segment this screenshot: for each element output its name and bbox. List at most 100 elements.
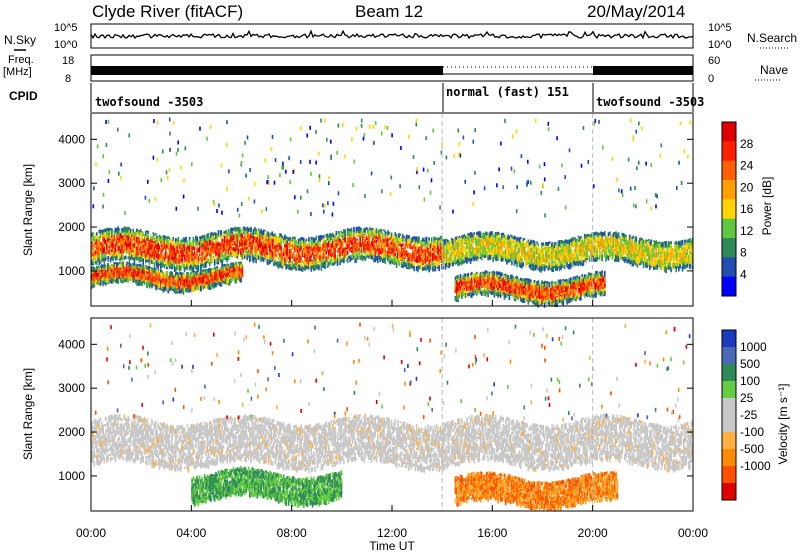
power-cell: [236, 245, 239, 252]
power-cell: [186, 245, 188, 251]
power-cell: [402, 236, 404, 242]
power-cell: [197, 249, 200, 253]
power-cell: [311, 242, 314, 247]
power-cell: [403, 258, 405, 264]
power-cell: [240, 242, 242, 246]
power-cell: [323, 234, 325, 238]
power-cell: [395, 255, 398, 260]
power-cell: [265, 248, 267, 255]
power-cell: [284, 234, 286, 240]
power-cell: [127, 246, 129, 251]
power-cell: [373, 230, 375, 235]
power-cell: [308, 241, 310, 247]
power-cell: [127, 251, 129, 255]
power-cell: [160, 262, 162, 269]
power-cell: [323, 258, 325, 262]
power-cell: [117, 236, 119, 239]
power-cell: [121, 247, 123, 253]
power-cell: [167, 236, 170, 240]
power-cell: [262, 236, 265, 240]
power-cell: [289, 237, 291, 240]
power-cell: [398, 253, 400, 257]
power-cell: [171, 239, 173, 245]
power-cell: [366, 231, 369, 234]
power-cell: [354, 257, 356, 263]
power-cell: [377, 245, 379, 249]
power-cell: [183, 246, 186, 252]
power-cell: [128, 227, 131, 231]
power-cell: [128, 242, 131, 247]
power-cell: [134, 241, 137, 247]
power-cell: [188, 265, 191, 271]
power-cell: [203, 262, 206, 268]
power-cell: [319, 246, 321, 252]
power-cell: [415, 257, 418, 263]
power-cell: [195, 240, 197, 246]
power-cell: [292, 251, 295, 258]
power-cell: [246, 256, 249, 261]
power-cell: [191, 266, 193, 273]
power-cell: [265, 252, 267, 259]
power-cell: [377, 255, 379, 259]
power-cell: [339, 243, 341, 248]
power-cell: [395, 258, 398, 263]
power-cell: [252, 229, 255, 235]
power-cell: [270, 235, 272, 239]
power-cell: [205, 247, 207, 251]
power-cell: [191, 257, 193, 262]
power-cell: [168, 244, 171, 251]
power-cell: [313, 247, 315, 251]
power-cell: [175, 259, 177, 264]
power-cell: [419, 263, 422, 269]
power-cell: [338, 231, 340, 234]
power-cell: [285, 265, 287, 270]
power-cell: [286, 238, 289, 241]
power-cell: [259, 240, 261, 246]
power-cell: [124, 235, 127, 240]
power-cell: [151, 253, 153, 259]
power-cell: [178, 245, 181, 249]
power-cell: [392, 247, 394, 253]
power-cell: [339, 257, 341, 262]
power-cell: [264, 257, 266, 260]
power-cell: [230, 234, 232, 238]
power-cell: [279, 245, 281, 250]
power-cell: [183, 241, 186, 245]
power-cell: [226, 237, 228, 240]
power-cell: [377, 232, 379, 236]
power-cell: [387, 234, 389, 239]
power-cell: [236, 239, 239, 244]
power-cell: [310, 261, 313, 267]
power-cell: [210, 232, 212, 238]
power-cell: [360, 248, 363, 253]
power-cell: [188, 257, 191, 263]
power-cell: [336, 249, 339, 253]
power-cell: [274, 250, 276, 256]
power-cell: [181, 262, 183, 267]
power-cell: [151, 250, 153, 255]
power-cell: [157, 236, 160, 242]
power-cell: [225, 229, 227, 235]
power-cell: [198, 249, 201, 253]
power-cell: [369, 227, 371, 232]
power-cell: [333, 257, 335, 261]
power-cell: [321, 254, 324, 258]
power-cell: [328, 241, 330, 248]
power-cell: [318, 241, 320, 244]
power-cell: [257, 247, 260, 251]
power-cell: [324, 239, 326, 246]
nsky-tick-bottom: 10^0: [54, 39, 78, 51]
power-cell: [109, 240, 112, 244]
power-cell: [163, 252, 166, 259]
power-cell: [360, 232, 363, 237]
power-cell: [240, 253, 242, 257]
power-cell: [104, 253, 107, 258]
power-cell: [256, 232, 259, 235]
power-cell: [380, 239, 383, 244]
power-cell: [239, 239, 241, 242]
power-cell: [308, 249, 310, 255]
power-cell: [207, 258, 210, 263]
power-cell: [149, 252, 152, 258]
power-cell: [389, 256, 392, 261]
power-cell: [139, 241, 142, 244]
